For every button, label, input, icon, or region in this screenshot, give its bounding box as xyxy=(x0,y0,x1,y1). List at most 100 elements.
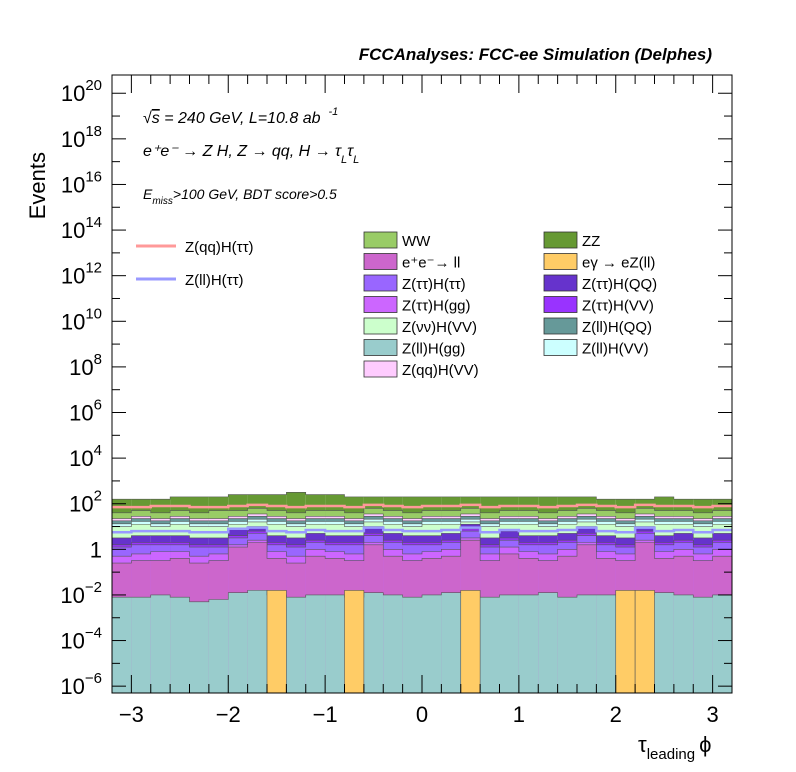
legend-box-swatch xyxy=(543,274,578,292)
y-axis-label: Events xyxy=(25,152,50,219)
y-tick-label-base: 10 xyxy=(69,492,93,517)
x-tick-labels: −3 −2 −1 0 1 2 3 xyxy=(119,702,719,727)
legend-box-label: Z(ττ)H(VV) xyxy=(582,298,654,315)
legend-box-label: Z(ττ)H(ττ) xyxy=(402,276,466,293)
bar-z-ll-h-gg--22 xyxy=(538,592,558,693)
outline-z-h-vv- xyxy=(112,521,732,527)
bar-z-ll-h-gg--16 xyxy=(422,594,442,693)
signal-line-0 xyxy=(112,503,732,509)
stacked-histogram xyxy=(112,492,732,694)
y-tick-label-base: 10 xyxy=(60,583,84,608)
y-tick-label: 104 xyxy=(69,442,102,471)
legend-box-label: ZZ xyxy=(582,233,600,250)
annotation-cuts-main: E xyxy=(143,186,153,202)
legend-box-swatch xyxy=(363,296,398,313)
annotation-process-text: e⁺e⁻ → Z H, Z → qq, H → τ xyxy=(143,143,342,160)
annotation-cuts-rest: >100 GeV, BDT score>0.5 xyxy=(173,186,337,202)
bar-egamma-26 xyxy=(615,590,636,694)
legend-box-label: Z(ll)H(VV) xyxy=(582,341,649,358)
y-tick-label: 1020 xyxy=(61,77,102,106)
legend-box-swatch xyxy=(543,296,578,313)
legend-background: WW ZZ e⁺e⁻→ ll eγ → eZ(ll) Z(ττ)H(ττ) Z(ττ)H(… xyxy=(363,231,657,379)
line-series xyxy=(112,503,732,534)
y-tick-label-base: 10 xyxy=(60,674,84,699)
bar-z-ll-h-gg--19 xyxy=(480,597,500,693)
bar-z-ll-h-gg--9 xyxy=(286,597,306,693)
y-tick-label-exp: 20 xyxy=(85,77,102,94)
y-tick-label-base: 10 xyxy=(60,629,84,654)
y-tick-label: 10−6 xyxy=(60,670,102,699)
y-tick-label-exp: 18 xyxy=(85,123,102,140)
y-tick-label-base: 10 xyxy=(69,401,93,426)
outline-ww xyxy=(112,507,732,514)
y-tick-label: 1012 xyxy=(61,260,102,289)
legend-box-label: e⁺e⁻→ ll xyxy=(402,255,460,272)
legend-line-label: Z(qq)H(ττ) xyxy=(185,239,254,256)
bar-z-ll-h-gg--6 xyxy=(228,592,248,693)
x-tick-label: −2 xyxy=(216,702,241,727)
bar-z-ll-h-gg--13 xyxy=(363,592,384,693)
y-tick-label: 1016 xyxy=(61,168,102,197)
bar-z-ll-h-gg--24 xyxy=(577,594,597,693)
signal-line-1 xyxy=(112,526,732,534)
sqrt-symbol: √ xyxy=(143,110,152,127)
y-tick-label-base: 10 xyxy=(69,355,93,380)
bar-z-ll-h-gg--29 xyxy=(673,594,694,693)
bar-egamma-18 xyxy=(460,590,481,694)
bar-z-ll-h-gg--20 xyxy=(499,594,519,693)
legend-box-swatch xyxy=(543,231,578,249)
x-tick-label: 3 xyxy=(707,702,719,727)
bar-z-ll-h-gg--14 xyxy=(383,594,403,693)
y-tick-label-exp: 4 xyxy=(94,442,102,459)
legend-box-label: Z(ττ)H(QQ) xyxy=(582,276,657,293)
sqrt-s: s xyxy=(152,110,160,127)
x-tick-label: 1 xyxy=(513,702,525,727)
legend-box-label: Z(νν)H(VV) xyxy=(402,319,477,336)
bar-z-ll-h-gg--28 xyxy=(654,592,674,693)
x-axis-label-main: τ xyxy=(638,732,647,757)
legend-box-label: WW xyxy=(402,233,431,250)
legend-box-swatch xyxy=(543,253,578,270)
legend-box-swatch xyxy=(543,339,578,356)
y-tick-label-exp: −4 xyxy=(85,625,102,642)
legend-box-label: Z(ττ)H(gg) xyxy=(402,298,471,315)
outline-z-ll-h-vv- xyxy=(112,518,732,525)
annotation-process: e⁺e⁻ → Z H, Z → qq, H → τLτL xyxy=(143,143,359,166)
legend-box-swatch xyxy=(543,317,578,335)
x-axis-label: τleading ϕ xyxy=(638,732,711,763)
y-tick-label-base: 10 xyxy=(61,81,85,106)
y-tick-label: 1010 xyxy=(61,305,102,334)
y-tick-label-exp: 6 xyxy=(94,397,102,414)
y-tick-label-exp: 2 xyxy=(94,488,102,505)
y-tick-label: 102 xyxy=(69,488,102,517)
bar-z-ll-h-gg--11 xyxy=(325,594,345,693)
legend-box-swatch xyxy=(363,253,398,270)
y-tick-label-exp: −6 xyxy=(85,670,102,687)
y-tick-label-base: 10 xyxy=(61,309,85,334)
y-tick-label: 1018 xyxy=(61,123,102,152)
bar-z-ll-h-gg--30 xyxy=(693,597,713,693)
chart-header: FCCAnalyses: FCC-ee Simulation (Delphes) xyxy=(359,45,713,64)
annotation-cuts: Emiss>100 GeV, BDT score>0.5 xyxy=(143,186,337,207)
bar-z-ll-h-gg--1 xyxy=(131,597,151,693)
y-tick-label-exp: 16 xyxy=(85,168,102,185)
y-tick-label: 10−2 xyxy=(60,579,102,608)
annotation-process-mid: τ xyxy=(347,143,354,160)
x-axis-label-sub: leading xyxy=(647,746,695,763)
legend-box-label: Z(ll)H(gg) xyxy=(402,341,465,358)
y-tick-label-base: 10 xyxy=(61,172,85,197)
legend-box-swatch xyxy=(363,274,398,292)
annotation-energy: √s = 240 GeV, L=10.8 ab -1 xyxy=(143,106,338,127)
annotation-process-sub1: L xyxy=(341,154,347,166)
bar-z-ll-h-gg--23 xyxy=(557,597,577,693)
bar-z-ll-h-gg--0 xyxy=(112,597,132,693)
annotation-energy-exp: -1 xyxy=(329,106,339,118)
axis-ticks xyxy=(111,75,733,693)
y-tick-label: 108 xyxy=(69,351,102,380)
bar-z-ll-h-gg--31 xyxy=(712,594,732,693)
legend-box-swatch xyxy=(363,317,398,335)
y-tick-label-base: 10 xyxy=(61,127,85,152)
x-tick-label: 0 xyxy=(416,702,428,727)
y-tick-label-exp: 10 xyxy=(85,305,102,322)
